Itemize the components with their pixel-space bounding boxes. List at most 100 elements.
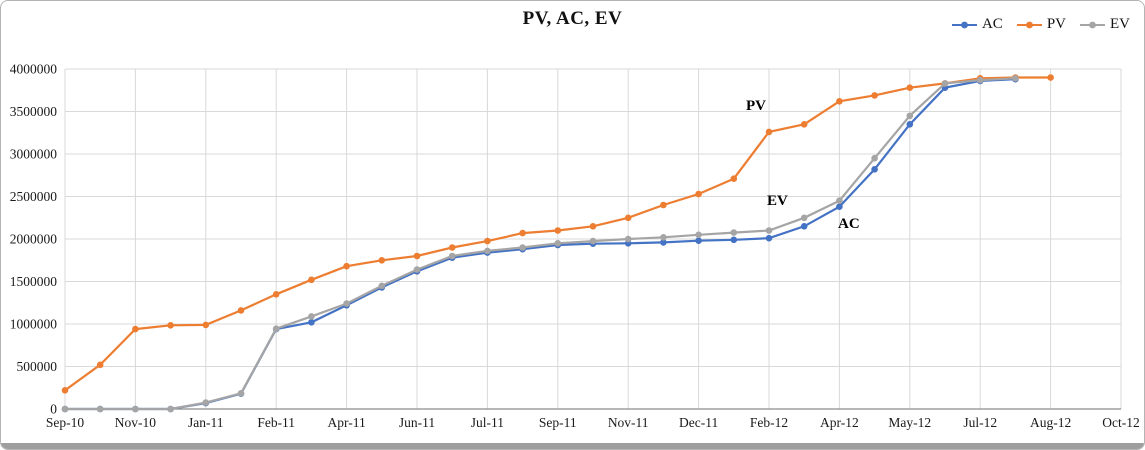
x-axis-label: Sep-10	[46, 415, 84, 430]
x-axis-label: Dec-11	[679, 415, 718, 430]
data-point-marker	[308, 319, 315, 326]
x-axis-label: Jan-11	[188, 415, 224, 430]
legend-label: AC	[981, 16, 1003, 32]
series-ac[interactable]	[61, 75, 1019, 413]
x-axis-label: Jul-12	[963, 415, 997, 430]
data-point-marker	[519, 229, 526, 237]
data-point-marker	[871, 154, 878, 162]
data-point-marker	[800, 223, 808, 230]
data-point-marker	[448, 252, 456, 260]
data-point-marker	[202, 321, 210, 329]
y-axis-label: 3500000	[10, 104, 58, 119]
data-point-marker	[554, 240, 562, 247]
data-point-marker	[413, 252, 421, 260]
x-axis-labels: Sep-10 Nov-10 Jan-11 Feb-11 Apr-11 Jun-11 Jul-…	[46, 415, 1140, 430]
x-axis-label: Jun-11	[399, 415, 435, 430]
data-point-marker	[695, 231, 702, 239]
data-point-marker	[167, 322, 174, 329]
data-point-marker	[308, 276, 315, 284]
data-point-marker	[167, 405, 174, 413]
y-axis-labels: 0 500000 1000000 1500000 2000000 2500000 30000…	[10, 62, 58, 417]
data-point-marker	[1012, 75, 1019, 82]
data-point-marker	[871, 166, 878, 173]
data-point-marker	[343, 262, 350, 270]
x-axis-label: Nov-11	[608, 415, 649, 430]
x-axis-label: Apr-12	[820, 415, 859, 430]
y-axis-label: 2500000	[10, 189, 58, 204]
annotation-pv: PV	[746, 98, 766, 114]
line-marker-icon	[1080, 21, 1105, 28]
y-axis-label: 1500000	[10, 274, 58, 289]
data-point-marker	[378, 282, 386, 290]
data-point-marker	[378, 257, 386, 264]
y-axis-label: 2000000	[10, 232, 58, 247]
line-marker-icon	[951, 21, 977, 28]
series-ev[interactable]	[61, 75, 1019, 413]
data-point-marker	[836, 98, 843, 105]
data-point-marker	[906, 112, 914, 120]
y-axis-label: 1000000	[10, 317, 58, 332]
data-point-marker	[413, 266, 421, 273]
x-axis-label: Feb-12	[750, 415, 788, 430]
series-line	[65, 77, 1016, 411]
data-point-marker	[237, 390, 245, 397]
data-point-marker	[132, 405, 139, 413]
y-axis-label: 4000000	[10, 62, 58, 77]
chart-title: PV, AC, EV	[522, 8, 623, 29]
data-point-marker	[941, 80, 949, 87]
data-point-marker	[836, 203, 843, 210]
data-point-marker	[484, 237, 491, 245]
data-point-marker	[589, 237, 597, 245]
data-point-marker	[484, 247, 491, 255]
x-axis-label: Sep-11	[539, 415, 577, 430]
data-point-marker	[202, 399, 210, 406]
data-point-marker	[343, 300, 350, 307]
bottom-edge	[1, 443, 1144, 449]
x-axis-label: Nov-10	[115, 415, 156, 430]
data-point-marker	[272, 291, 280, 298]
data-point-marker	[800, 121, 808, 128]
data-point-marker	[765, 128, 773, 136]
data-point-marker	[554, 227, 562, 234]
data-point-marker	[730, 229, 738, 236]
data-point-marker	[272, 325, 280, 333]
annotation-ac: AC	[838, 216, 860, 232]
data-point-marker	[237, 307, 245, 314]
y-axis-label: 500000	[17, 359, 58, 374]
data-point-marker	[132, 325, 139, 333]
data-point-marker	[308, 313, 315, 320]
data-point-marker	[1047, 74, 1054, 81]
data-point-marker	[730, 175, 738, 182]
x-axis-label: Jul-11	[471, 415, 504, 430]
legend-item-pv[interactable]: PV	[1016, 16, 1066, 33]
y-axis-label: 0	[50, 402, 57, 417]
x-axis-label: Apr-11	[327, 415, 365, 430]
data-point-marker	[660, 239, 667, 246]
line-marker-icon	[1016, 21, 1042, 28]
data-point-marker	[906, 121, 914, 128]
data-point-marker	[695, 190, 702, 198]
data-point-marker	[448, 244, 456, 251]
data-point-marker	[660, 234, 667, 241]
data-point-marker	[765, 234, 773, 242]
data-point-marker	[871, 92, 878, 99]
x-axis-label: Feb-11	[257, 415, 295, 430]
annotation-ev: EV	[767, 193, 788, 209]
data-point-marker	[61, 387, 69, 394]
legend-label: EV	[1110, 16, 1130, 32]
legend-item-ac[interactable]: AC	[951, 16, 1003, 33]
y-axis-label: 3000000	[10, 147, 58, 162]
data-point-marker	[660, 201, 667, 209]
data-point-marker	[624, 214, 632, 222]
data-point-marker	[589, 223, 597, 230]
legend-item-ev[interactable]: EV	[1079, 16, 1130, 33]
x-axis-label: Aug-12	[1030, 415, 1071, 430]
data-point-marker	[96, 405, 104, 413]
x-axis-label: Oct-12	[1102, 415, 1140, 430]
data-point-marker	[695, 237, 702, 244]
chart-legend: AC PV EV	[951, 16, 1130, 33]
data-point-marker	[976, 76, 984, 84]
data-point-marker	[765, 227, 773, 234]
series-line	[65, 78, 1016, 411]
